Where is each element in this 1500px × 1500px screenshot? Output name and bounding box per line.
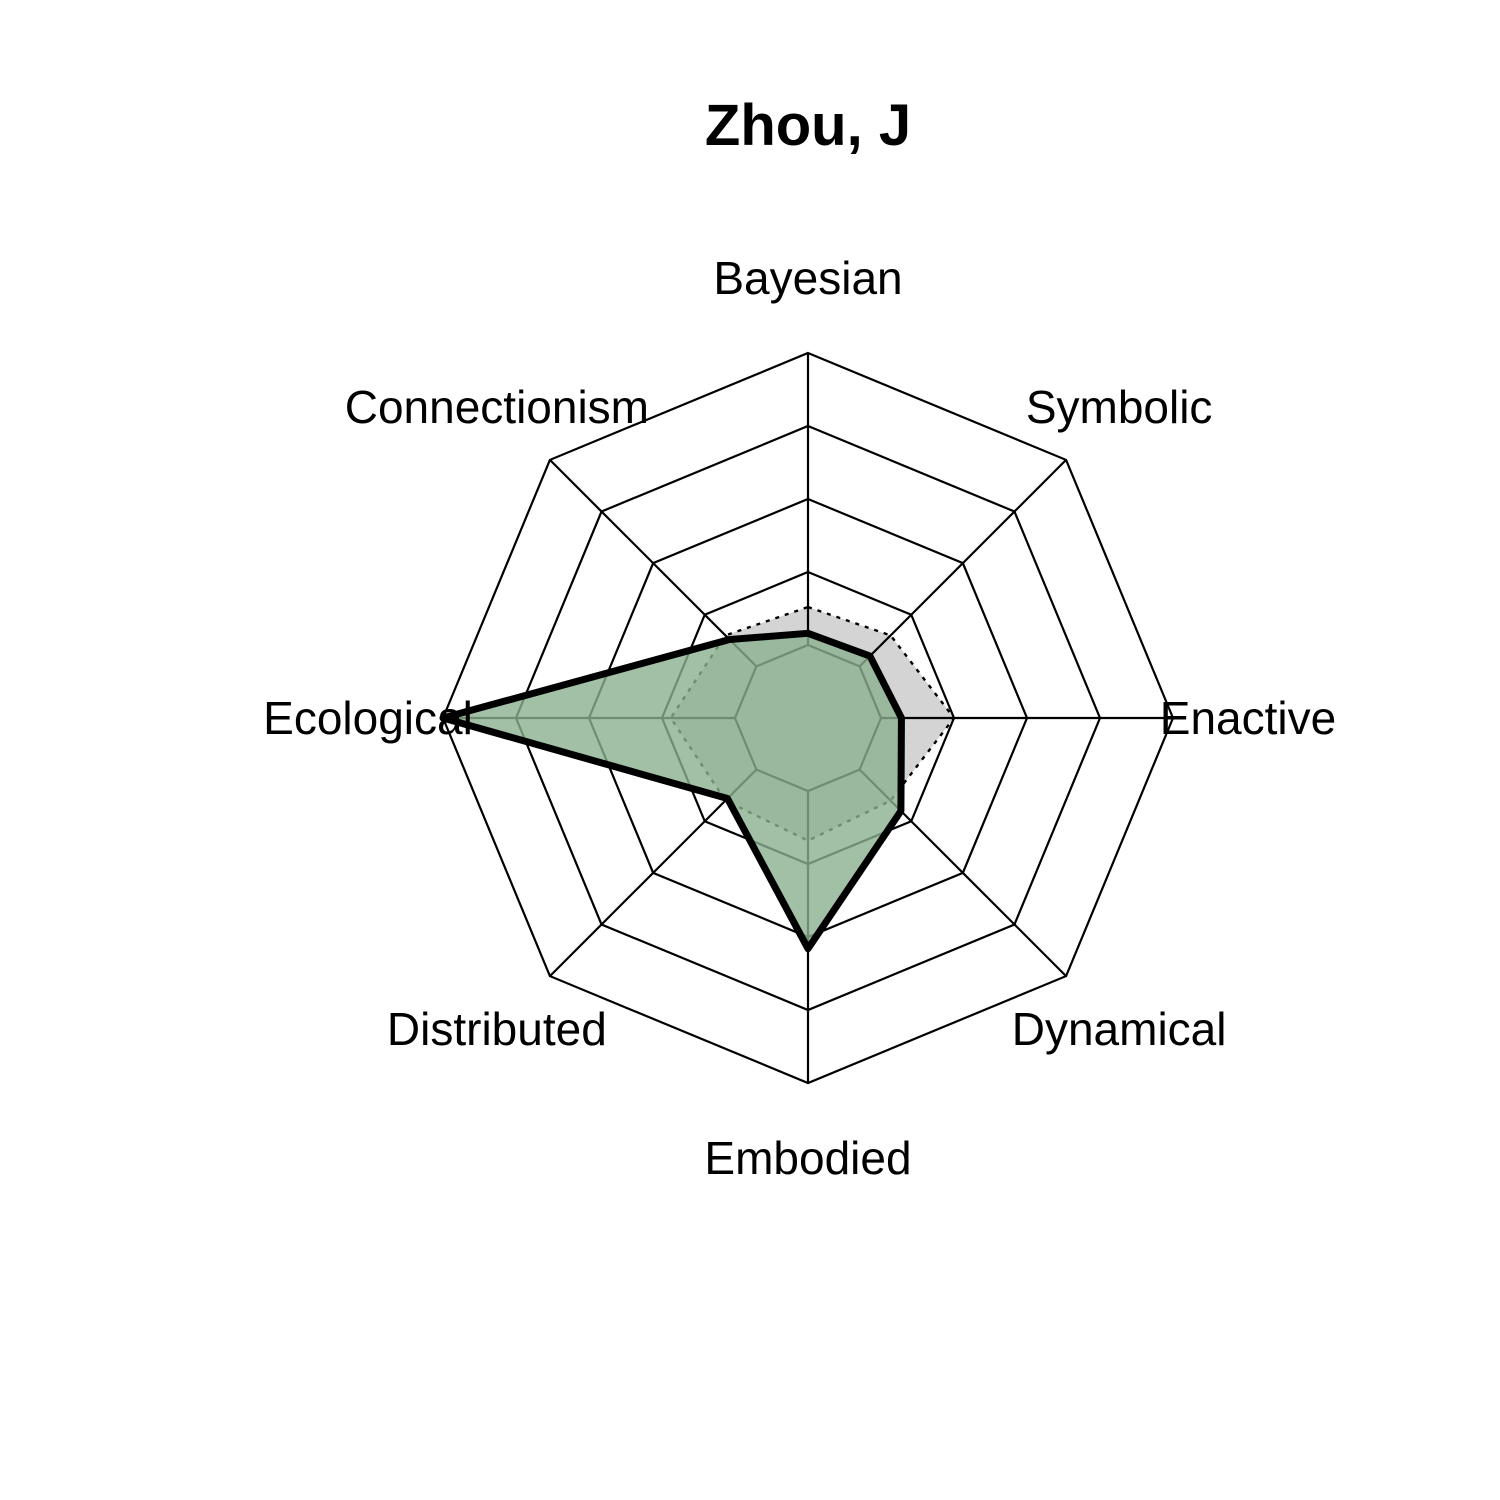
chart-title: Zhou, J — [705, 93, 911, 158]
axis-label-bayesian: Bayesian — [713, 252, 902, 304]
axis-label-ecological: Ecological — [263, 692, 473, 744]
spoke-symbolic — [858, 459, 1067, 668]
primary-series-layer — [439, 629, 905, 953]
axis-label-distributed: Distributed — [387, 1003, 607, 1055]
axis-label-symbolic: Symbolic — [1026, 381, 1213, 433]
spoke-distributed — [549, 768, 758, 977]
axis-label-enactive: Enactive — [1160, 692, 1336, 744]
spoke-connectionism — [549, 459, 758, 668]
axis-labels: Bayesian Symbolic Enactive Dynamical Embodie… — [263, 252, 1336, 1184]
axis-label-embodied: Embodied — [704, 1132, 911, 1184]
axis-label-connectionism: Connectionism — [345, 381, 649, 433]
axis-label-dynamical: Dynamical — [1012, 1003, 1227, 1055]
primary-series-polygon — [439, 629, 905, 953]
